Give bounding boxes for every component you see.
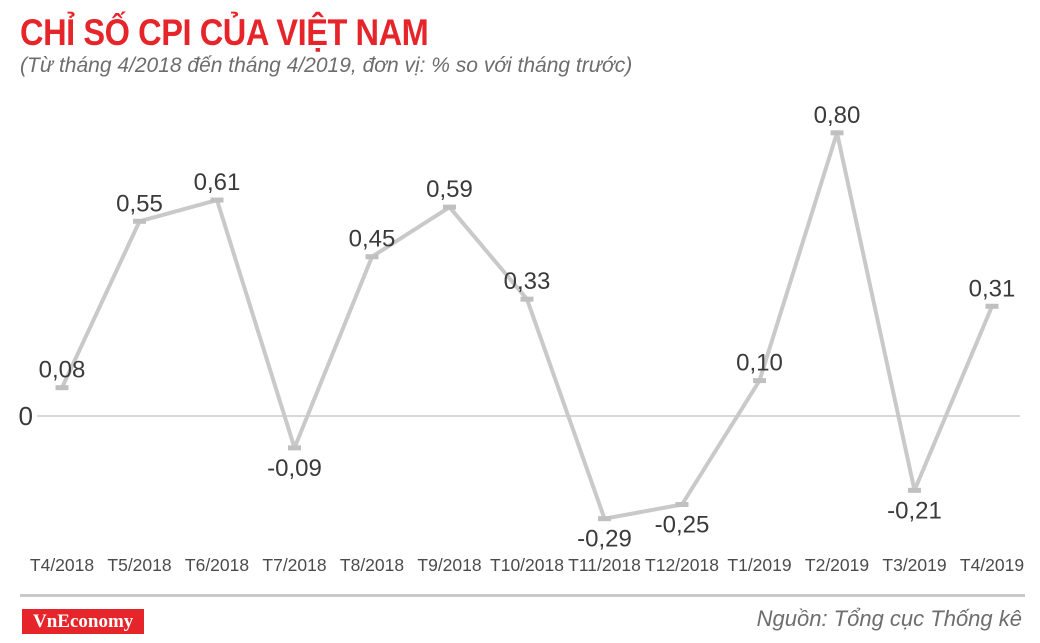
x-axis-label: T7/2018 — [262, 555, 326, 575]
x-axis-label: T9/2018 — [417, 555, 481, 575]
data-point-label: 0,59 — [426, 176, 473, 203]
x-axis-label: T5/2018 — [107, 555, 171, 575]
x-axis-label: T11/2018 — [568, 555, 641, 575]
data-point-marker — [288, 445, 301, 451]
data-point-label: -0,29 — [577, 526, 632, 553]
x-axis-label: T12/2018 — [645, 555, 719, 575]
x-axis-label: T6/2018 — [185, 555, 249, 575]
x-axis-label: T1/2019 — [727, 555, 791, 575]
data-point-label: 0,45 — [349, 226, 396, 253]
data-point-marker — [830, 130, 844, 136]
vneconomy-logo-text: VnEconomy — [33, 611, 134, 632]
x-axis-label: T3/2019 — [882, 555, 946, 575]
data-point-label: 0,08 — [39, 357, 86, 384]
data-point-label: 0,55 — [116, 190, 163, 217]
x-axis-label: T10/2018 — [490, 555, 564, 575]
data-point-marker — [908, 487, 921, 493]
data-point-marker — [443, 204, 456, 210]
data-point-label: 0,31 — [969, 275, 1016, 302]
data-point-label: 0,61 — [194, 169, 241, 196]
data-point-marker — [598, 516, 611, 522]
data-point-label: 0,80 — [814, 102, 861, 129]
page-title: CHỈ SỐ CPI CỦA VIỆT NAM — [20, 12, 429, 53]
data-point-label: 0,33 — [504, 268, 551, 295]
footer-divider — [20, 594, 1025, 597]
source-credit: Nguồn: Tổng cục Thống kê — [756, 606, 1022, 631]
data-point-label: -0,09 — [267, 455, 322, 482]
data-point-marker — [365, 254, 379, 260]
data-point-label: -0,25 — [655, 512, 710, 539]
data-point-marker — [520, 296, 534, 302]
vneconomy-logo: VnEconomy — [22, 609, 145, 634]
x-axis-label: T4/2018 — [30, 555, 94, 575]
data-point-marker — [675, 502, 689, 507]
zero-axis-label: 0 — [19, 401, 33, 431]
data-point-marker — [55, 385, 69, 391]
x-axis-label: T8/2018 — [340, 555, 404, 575]
data-point-marker — [985, 303, 999, 309]
data-point-marker — [210, 197, 224, 203]
x-axis-label: T2/2019 — [805, 555, 869, 575]
data-point-marker — [753, 378, 766, 384]
page-subtitle: (Từ tháng 4/2018 đến tháng 4/2019, đơn v… — [20, 54, 633, 77]
data-point-label: 0,10 — [736, 350, 783, 377]
x-axis-label: T4/2019 — [960, 555, 1024, 575]
data-point-label: -0,21 — [887, 497, 942, 524]
data-point-marker — [133, 218, 146, 224]
